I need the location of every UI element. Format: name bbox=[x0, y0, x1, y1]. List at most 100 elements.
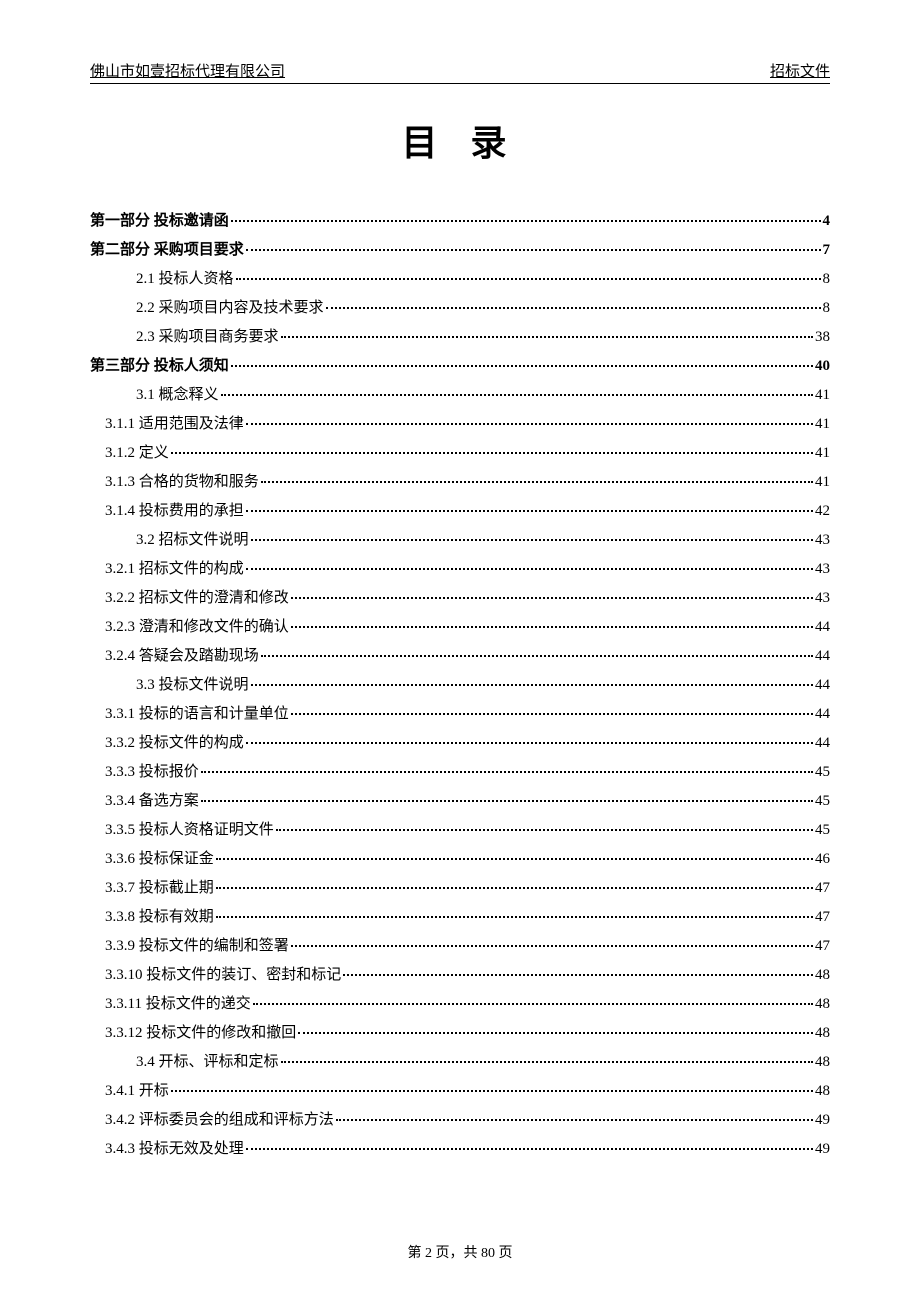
toc-leader-dots bbox=[246, 249, 821, 251]
toc-entry: 3.1 概念释义 41 bbox=[90, 388, 830, 403]
toc-label: 2.2 采购项目内容及技术要求 bbox=[136, 301, 324, 316]
toc-leader-dots bbox=[231, 365, 813, 367]
toc-page-number: 7 bbox=[823, 243, 831, 258]
toc-page-number: 44 bbox=[815, 649, 830, 664]
toc-leader-dots bbox=[231, 220, 821, 222]
toc-label: 3.4 开标、评标和定标 bbox=[136, 1055, 279, 1070]
toc-label: 3.1.4 投标费用的承担 bbox=[105, 504, 244, 519]
toc-label: 2.3 采购项目商务要求 bbox=[136, 330, 279, 345]
toc-entry: 3.2.1 招标文件的构成 43 bbox=[90, 562, 830, 577]
table-of-contents: 第一部分 投标邀请函 4 第二部分 采购项目要求 7 2.1 投标人资格 8 2.2 … bbox=[90, 214, 830, 1157]
toc-leader-dots bbox=[281, 1061, 813, 1063]
toc-page-number: 42 bbox=[815, 504, 830, 519]
toc-entry: 3.3.2 投标文件的构成 44 bbox=[90, 736, 830, 751]
toc-leader-dots bbox=[251, 539, 813, 541]
toc-label: 3.2.2 招标文件的澄清和修改 bbox=[105, 591, 289, 606]
toc-page-number: 8 bbox=[823, 301, 831, 316]
toc-label: 3.3.1 投标的语言和计量单位 bbox=[105, 707, 289, 722]
toc-entry: 3.2 招标文件说明 43 bbox=[90, 533, 830, 548]
toc-page-number: 43 bbox=[815, 533, 830, 548]
toc-label: 3.3.9 投标文件的编制和签署 bbox=[105, 939, 289, 954]
toc-leader-dots bbox=[291, 626, 813, 628]
toc-entry: 3.3.11 投标文件的递交 48 bbox=[90, 997, 830, 1012]
header-company: 佛山市如壹招标代理有限公司 bbox=[90, 60, 285, 81]
toc-leader-dots bbox=[281, 336, 813, 338]
toc-leader-dots bbox=[171, 1090, 813, 1092]
toc-entry: 3.4.3 投标无效及处理 49 bbox=[90, 1142, 830, 1157]
toc-page-number: 47 bbox=[815, 939, 830, 954]
toc-entry: 3.1.4 投标费用的承担 42 bbox=[90, 504, 830, 519]
toc-leader-dots bbox=[216, 887, 813, 889]
toc-entry: 3.1.1 适用范围及法律 41 bbox=[90, 417, 830, 432]
toc-leader-dots bbox=[246, 510, 813, 512]
toc-leader-dots bbox=[291, 945, 813, 947]
toc-label: 3.2 招标文件说明 bbox=[136, 533, 249, 548]
toc-leader-dots bbox=[246, 1148, 813, 1150]
toc-entry: 第二部分 采购项目要求 7 bbox=[90, 243, 830, 258]
toc-label: 第二部分 采购项目要求 bbox=[90, 243, 244, 258]
toc-page-number: 44 bbox=[815, 620, 830, 635]
toc-leader-dots bbox=[291, 713, 813, 715]
toc-label: 3.4.3 投标无效及处理 bbox=[105, 1142, 244, 1157]
toc-leader-dots bbox=[246, 742, 813, 744]
toc-page-number: 49 bbox=[815, 1142, 830, 1157]
toc-page-number: 8 bbox=[823, 272, 831, 287]
toc-page-number: 46 bbox=[815, 852, 830, 867]
toc-entry: 3.3 投标文件说明 44 bbox=[90, 678, 830, 693]
toc-page-number: 48 bbox=[815, 1084, 830, 1099]
toc-label: 3.3.4 备选方案 bbox=[105, 794, 199, 809]
toc-label: 3.2.4 答疑会及踏勘现场 bbox=[105, 649, 259, 664]
toc-page-number: 48 bbox=[815, 997, 830, 1012]
toc-leader-dots bbox=[336, 1119, 813, 1121]
toc-label: 3.1.1 适用范围及法律 bbox=[105, 417, 244, 432]
toc-page-number: 40 bbox=[815, 359, 830, 374]
toc-leader-dots bbox=[171, 452, 813, 454]
toc-leader-dots bbox=[201, 800, 813, 802]
toc-leader-dots bbox=[216, 916, 813, 918]
toc-entry: 3.2.4 答疑会及踏勘现场 44 bbox=[90, 649, 830, 664]
toc-leader-dots bbox=[246, 423, 813, 425]
toc-page-number: 44 bbox=[815, 707, 830, 722]
toc-label: 第三部分 投标人须知 bbox=[90, 359, 229, 374]
toc-leader-dots bbox=[246, 568, 813, 570]
toc-page-number: 4 bbox=[823, 214, 831, 229]
toc-page-number: 44 bbox=[815, 678, 830, 693]
toc-page-number: 41 bbox=[815, 475, 830, 490]
toc-page-number: 48 bbox=[815, 1055, 830, 1070]
toc-label: 第一部分 投标邀请函 bbox=[90, 214, 229, 229]
toc-entry: 3.4 开标、评标和定标 48 bbox=[90, 1055, 830, 1070]
toc-leader-dots bbox=[236, 278, 821, 280]
toc-page-number: 47 bbox=[815, 881, 830, 896]
toc-entry: 3.3.6 投标保证金 46 bbox=[90, 852, 830, 867]
toc-page-number: 48 bbox=[815, 1026, 830, 1041]
toc-entry: 3.3.3 投标报价 45 bbox=[90, 765, 830, 780]
toc-page-number: 48 bbox=[815, 968, 830, 983]
toc-leader-dots bbox=[261, 481, 813, 483]
toc-entry: 3.4.2 评标委员会的组成和评标方法 49 bbox=[90, 1113, 830, 1128]
toc-leader-dots bbox=[298, 1032, 813, 1034]
toc-entry: 3.3.8 投标有效期 47 bbox=[90, 910, 830, 925]
toc-entry: 3.1.2 定义 41 bbox=[90, 446, 830, 461]
toc-entry: 3.3.7 投标截止期 47 bbox=[90, 881, 830, 896]
toc-label: 3.1.2 定义 bbox=[105, 446, 169, 461]
header-doc-type: 招标文件 bbox=[770, 60, 830, 81]
toc-leader-dots bbox=[291, 597, 813, 599]
toc-label: 2.1 投标人资格 bbox=[136, 272, 234, 287]
toc-leader-dots bbox=[326, 307, 821, 309]
toc-leader-dots bbox=[261, 655, 813, 657]
toc-label: 3.1.3 合格的货物和服务 bbox=[105, 475, 259, 490]
toc-label: 3.3 投标文件说明 bbox=[136, 678, 249, 693]
toc-page-number: 41 bbox=[815, 388, 830, 403]
toc-entry: 2.1 投标人资格 8 bbox=[90, 272, 830, 287]
toc-label: 3.3.12 投标文件的修改和撤回 bbox=[105, 1026, 296, 1041]
toc-leader-dots bbox=[201, 771, 813, 773]
toc-label: 3.3.7 投标截止期 bbox=[105, 881, 214, 896]
toc-label: 3.2.3 澄清和修改文件的确认 bbox=[105, 620, 289, 635]
toc-leader-dots bbox=[253, 1003, 813, 1005]
toc-label: 3.1 概念释义 bbox=[136, 388, 219, 403]
toc-leader-dots bbox=[251, 684, 813, 686]
toc-label: 3.3.6 投标保证金 bbox=[105, 852, 214, 867]
toc-entry: 3.1.3 合格的货物和服务 41 bbox=[90, 475, 830, 490]
toc-entry: 第一部分 投标邀请函 4 bbox=[90, 214, 830, 229]
toc-page-number: 43 bbox=[815, 562, 830, 577]
